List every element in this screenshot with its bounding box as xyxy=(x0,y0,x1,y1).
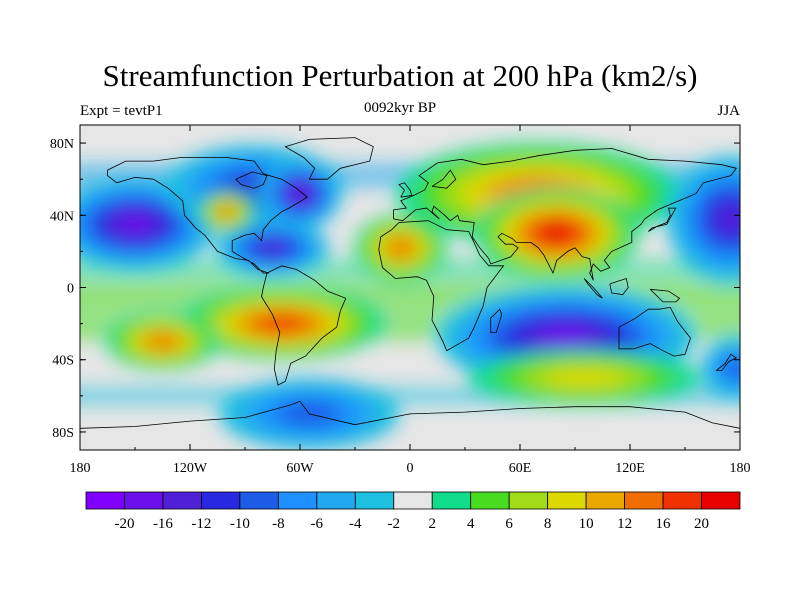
colorbar-label: 2 xyxy=(428,516,436,532)
season-label: JJA xyxy=(717,103,740,119)
contour-level xyxy=(715,203,740,235)
contour-level xyxy=(117,214,153,234)
colorbar-swatch xyxy=(701,491,741,510)
coastline xyxy=(378,220,505,352)
colorbar-label: -4 xyxy=(349,516,362,532)
contour-level xyxy=(291,186,309,202)
colorbar-label: 20 xyxy=(694,516,709,532)
colorbar-swatch xyxy=(239,491,279,510)
y-tick-label: 80S xyxy=(52,426,74,441)
colorbar-label: 8 xyxy=(544,516,552,532)
coastline xyxy=(649,288,681,303)
y-tick-label: 40N xyxy=(50,209,74,224)
coastline xyxy=(490,308,503,333)
colorbar-swatch xyxy=(624,491,664,510)
y-tick-label: 80N xyxy=(50,137,74,152)
time-label: 0092kyr BP xyxy=(363,100,437,116)
colorbar-label: -2 xyxy=(388,516,401,532)
contour-field xyxy=(80,125,740,450)
coastline xyxy=(398,182,413,198)
coastline xyxy=(583,278,603,299)
contour-level xyxy=(148,334,177,349)
colorbar-swatch xyxy=(508,491,549,510)
x-tick-label: 0 xyxy=(407,461,414,476)
colorbar-swatch xyxy=(547,491,587,510)
chart-title: Streamfunction Perturbation at 200 hPa (… xyxy=(102,58,698,93)
colorbar-swatch xyxy=(585,491,625,510)
coastline xyxy=(618,306,691,357)
colorbar-label: -10 xyxy=(230,516,250,532)
colorbar-swatch xyxy=(316,491,356,510)
colorbar-label: 16 xyxy=(656,516,672,532)
coastline xyxy=(80,400,740,429)
colorbar-swatch xyxy=(85,491,125,510)
colorbar-label: 6 xyxy=(505,516,513,532)
x-tick-label: 180 xyxy=(730,461,751,476)
coastline xyxy=(609,277,629,296)
contour-level xyxy=(541,224,572,242)
colorbar-swatch xyxy=(431,491,472,510)
colorbar-label: -20 xyxy=(114,516,134,532)
x-tick-label: 180 xyxy=(70,461,91,476)
coastlines xyxy=(80,137,740,429)
y-tick-label: 0 xyxy=(67,282,74,297)
x-tick-label: 60E xyxy=(509,461,532,476)
coastline xyxy=(393,148,737,281)
colorbar-swatch xyxy=(354,491,395,510)
contour-level xyxy=(260,316,304,332)
colorbar-label: -6 xyxy=(311,516,324,532)
colorbar-label: -16 xyxy=(153,516,173,532)
coastline xyxy=(431,169,457,189)
coastline xyxy=(715,353,738,371)
colorbar-swatch xyxy=(201,491,241,510)
x-tick-label: 120W xyxy=(173,461,208,476)
colorbar-label: 10 xyxy=(579,516,594,532)
contour-level xyxy=(219,206,234,217)
coastline xyxy=(284,137,374,180)
coastline xyxy=(261,265,347,386)
coastline xyxy=(235,171,268,189)
axes: 180 120W 60W 0 60E 120E 180 80N 40N 0 40S 80S xyxy=(50,125,751,476)
colorbar-swatch xyxy=(393,491,433,510)
colorbar-label: -12 xyxy=(191,516,211,532)
colorbar-swatch xyxy=(470,491,510,510)
colorbar: -20 -16 -12 -10 -8 -6 -4 -2 2 4 6 8 10 12 16 20 xyxy=(85,491,741,532)
colorbar-swatch xyxy=(124,491,164,510)
colorbar-label: 4 xyxy=(467,516,475,532)
x-tick-label: 120E xyxy=(615,461,645,476)
contour-level xyxy=(389,239,413,256)
contour-level xyxy=(543,368,625,388)
colorbar-swatch xyxy=(662,491,702,510)
experiment-label: Expt = tevtP1 xyxy=(80,103,163,119)
colorbar-label: 12 xyxy=(617,516,632,532)
colorbar-swatch xyxy=(277,491,318,510)
contour-level xyxy=(258,241,287,255)
y-tick-label: 40S xyxy=(52,354,74,369)
contour-level xyxy=(723,358,740,380)
contour-level xyxy=(538,327,593,349)
coastline xyxy=(648,207,677,232)
colorbar-label: -8 xyxy=(272,516,285,532)
x-tick-label: 60W xyxy=(286,461,314,476)
colorbar-swatch xyxy=(162,491,202,510)
coastline xyxy=(107,157,308,274)
